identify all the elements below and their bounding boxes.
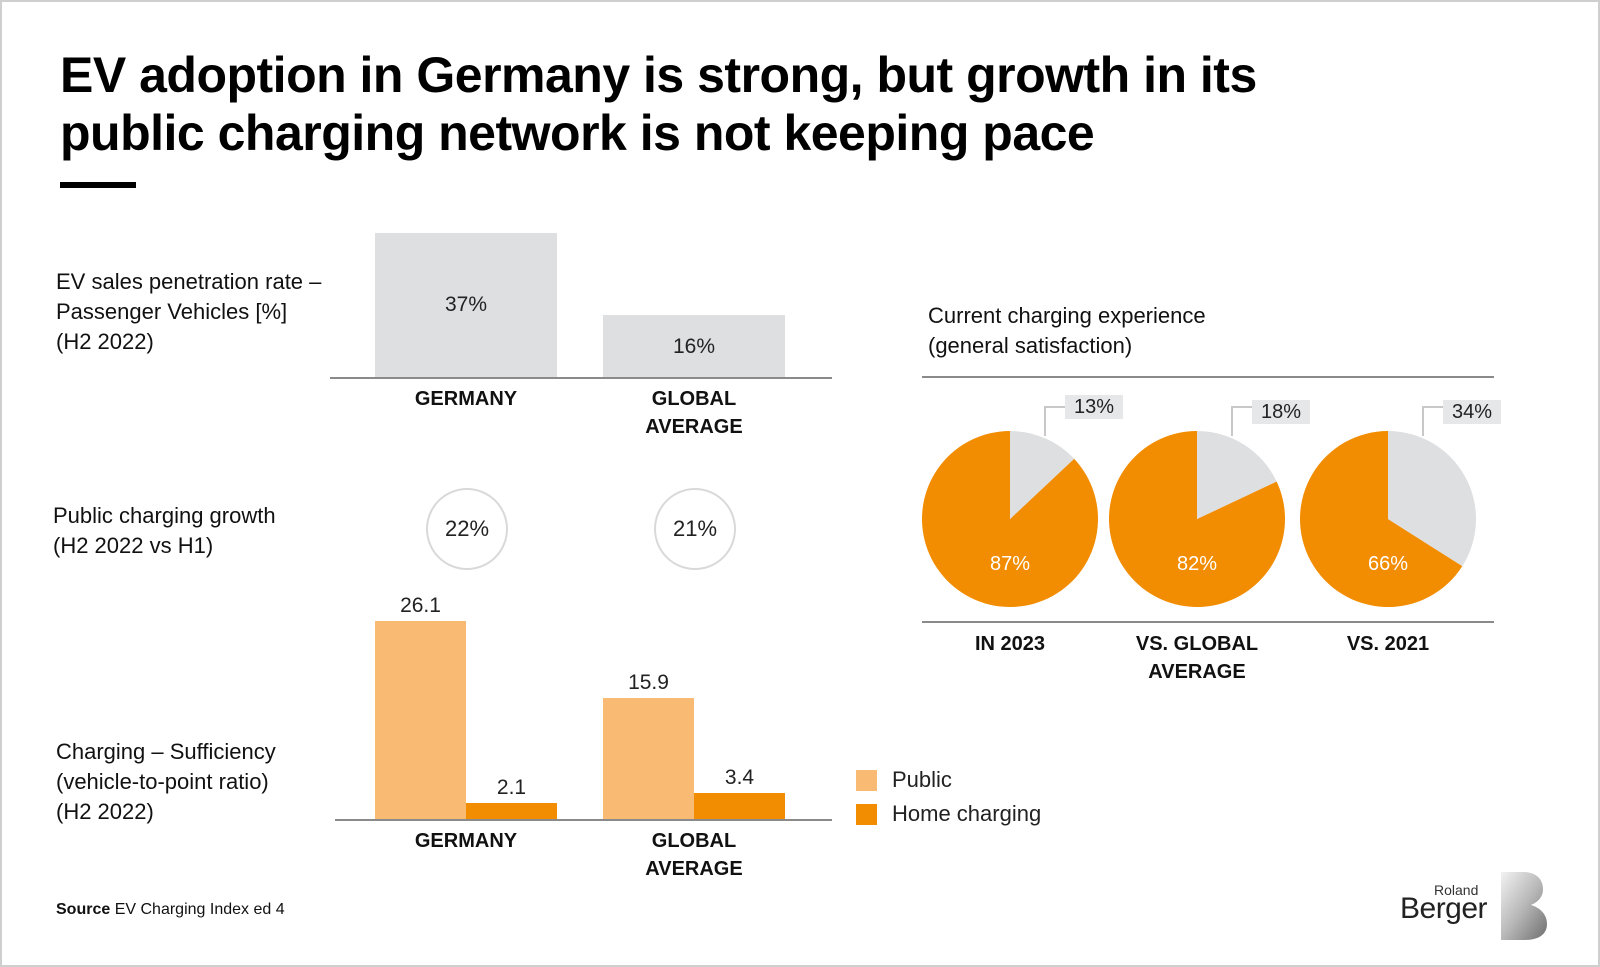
pie-2-category: VS. 2021	[1346, 633, 1430, 655]
pie-1-leader-line	[1231, 406, 1252, 436]
pie-2-other-value: 34%	[1443, 400, 1501, 424]
pie-1-satisfied-value: 82%	[1176, 553, 1218, 575]
penetration-label: EV sales penetration rate – Passenger Ve…	[56, 269, 322, 354]
pie-1-category: VS. GLOBAL AVERAGE	[1135, 633, 1259, 683]
sufficiency-value-1-0: 15.9	[628, 671, 669, 695]
growth-circle-global: 21%	[654, 488, 736, 570]
legend-home: Home charging	[856, 801, 1041, 827]
sufficiency-category-1: GLOBAL AVERAGE	[645, 830, 743, 880]
sufficiency-baseline	[335, 819, 832, 821]
penetration-value-0: 37%	[444, 293, 488, 316]
pie-2-slice-other	[1388, 431, 1477, 567]
growth-label: Public charging growth (H2 2022 vs H1)	[53, 503, 276, 558]
satisfaction-label: Current charging experience (general sat…	[928, 303, 1206, 358]
penetration-baseline	[330, 377, 832, 379]
pie-2-satisfied-value: 66%	[1367, 553, 1409, 575]
legend-label-home: Home charging	[892, 801, 1042, 826]
pie-0-other-value: 13%	[1065, 395, 1123, 419]
sufficiency-value-0-0: 26.1	[400, 594, 441, 617]
penetration-category-0: GERMANY	[414, 388, 518, 410]
pie-0-slice-other	[1010, 431, 1075, 519]
sufficiency-bar-0-1	[466, 803, 557, 819]
legend-public: Public	[856, 767, 952, 793]
growth-value-germany: 22%	[444, 516, 490, 541]
legend-swatch-public	[856, 769, 877, 791]
source-text: EV Charging Index ed 4	[114, 901, 285, 918]
growth-value-global: 21%	[672, 516, 718, 541]
pie-1-slice-other	[1197, 431, 1277, 519]
roland-berger-logo-icon	[1501, 872, 1547, 940]
growth-circle-germany: 22%	[426, 488, 508, 570]
satisfaction-top-rule	[922, 376, 1494, 378]
penetration-bar-0	[375, 233, 557, 377]
pie-2-leader-line	[1422, 406, 1443, 436]
pie-1-other-value: 18%	[1252, 400, 1310, 424]
legend-swatch-home	[856, 803, 877, 825]
logo-text-berger: Berger	[1400, 892, 1488, 925]
penetration-category-1: GLOBAL AVERAGE	[645, 388, 743, 438]
pie-0-satisfied-value: 87%	[989, 553, 1031, 575]
sufficiency-bar-0-0	[375, 621, 466, 819]
penetration-value-1: 16%	[672, 334, 716, 358]
sufficiency-value-0-1: 2.1	[496, 776, 527, 800]
page-title: EV adoption in Germany is strong, but gr…	[60, 47, 1257, 161]
pie-0-leader-line	[1044, 406, 1065, 436]
sufficiency-bar-1-1	[694, 793, 785, 819]
sufficiency-category-0: GERMANY	[414, 830, 518, 852]
sufficiency-value-1-1: 3.4	[724, 766, 755, 790]
source-note: Source EV Charging Index ed 4	[56, 901, 285, 919]
sufficiency-bar-1-0	[603, 698, 694, 819]
logo-text-roland: Roland	[1434, 882, 1479, 898]
satisfaction-baseline	[922, 621, 1494, 623]
source-label: Source	[56, 901, 111, 918]
legend-label-public: Public	[892, 767, 952, 792]
pie-2-slice-satisfied	[1300, 431, 1463, 607]
sufficiency-label: Charging – Sufficiency (vehicle-to-point…	[56, 739, 276, 824]
title-underline	[60, 182, 136, 188]
penetration-bar-1	[603, 314, 785, 377]
pie-0-category: IN 2023	[974, 633, 1046, 655]
